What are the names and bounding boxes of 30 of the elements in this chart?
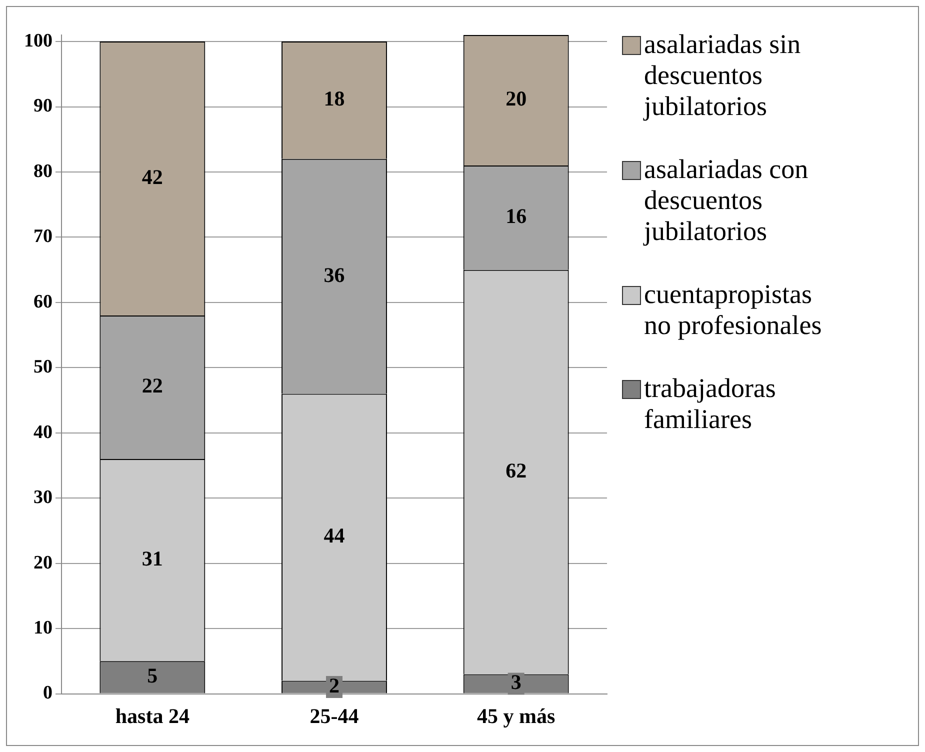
x-tick-label: 25-44 (310, 704, 360, 728)
data-label: 62 (506, 458, 527, 482)
data-label: 2 (329, 673, 340, 698)
legend-label: cuentapropistas no profesionales (644, 279, 823, 341)
data-label: 44 (324, 524, 346, 548)
y-tick-label: 20 (34, 552, 52, 574)
y-tick-label: 50 (34, 356, 52, 378)
data-label: 31 (142, 546, 163, 571)
y-tick-label: 40 (34, 422, 52, 443)
x-tick-label: 45 y más (476, 704, 556, 728)
data-label: 18 (324, 86, 345, 111)
y-tick-label: 100 (24, 30, 52, 52)
data-label: 3 (510, 670, 522, 694)
y-tick-label: 70 (34, 226, 52, 248)
data-label: 5 (147, 664, 158, 688)
data-label: 20 (506, 86, 527, 111)
data-label: 16 (506, 204, 527, 228)
y-tick-label: 10 (34, 617, 52, 638)
y-tick-label: 90 (34, 96, 52, 117)
y-tick-label: 0 (43, 682, 52, 704)
data-label: 36 (324, 262, 345, 287)
legend-label: trabajadoras familiares (644, 373, 777, 435)
y-tick-label: 60 (34, 291, 52, 312)
x-tick-label: hasta 24 (115, 704, 190, 728)
y-tick-label: 30 (34, 487, 52, 508)
data-label: 42 (142, 164, 163, 189)
y-tick-label: 80 (34, 160, 52, 182)
data-label: 22 (142, 374, 163, 398)
legend-label: asalariadas con descuentos jubilatorios (644, 154, 810, 247)
legend-label: asalariadas sin descuentos jubilatorios (644, 29, 802, 122)
